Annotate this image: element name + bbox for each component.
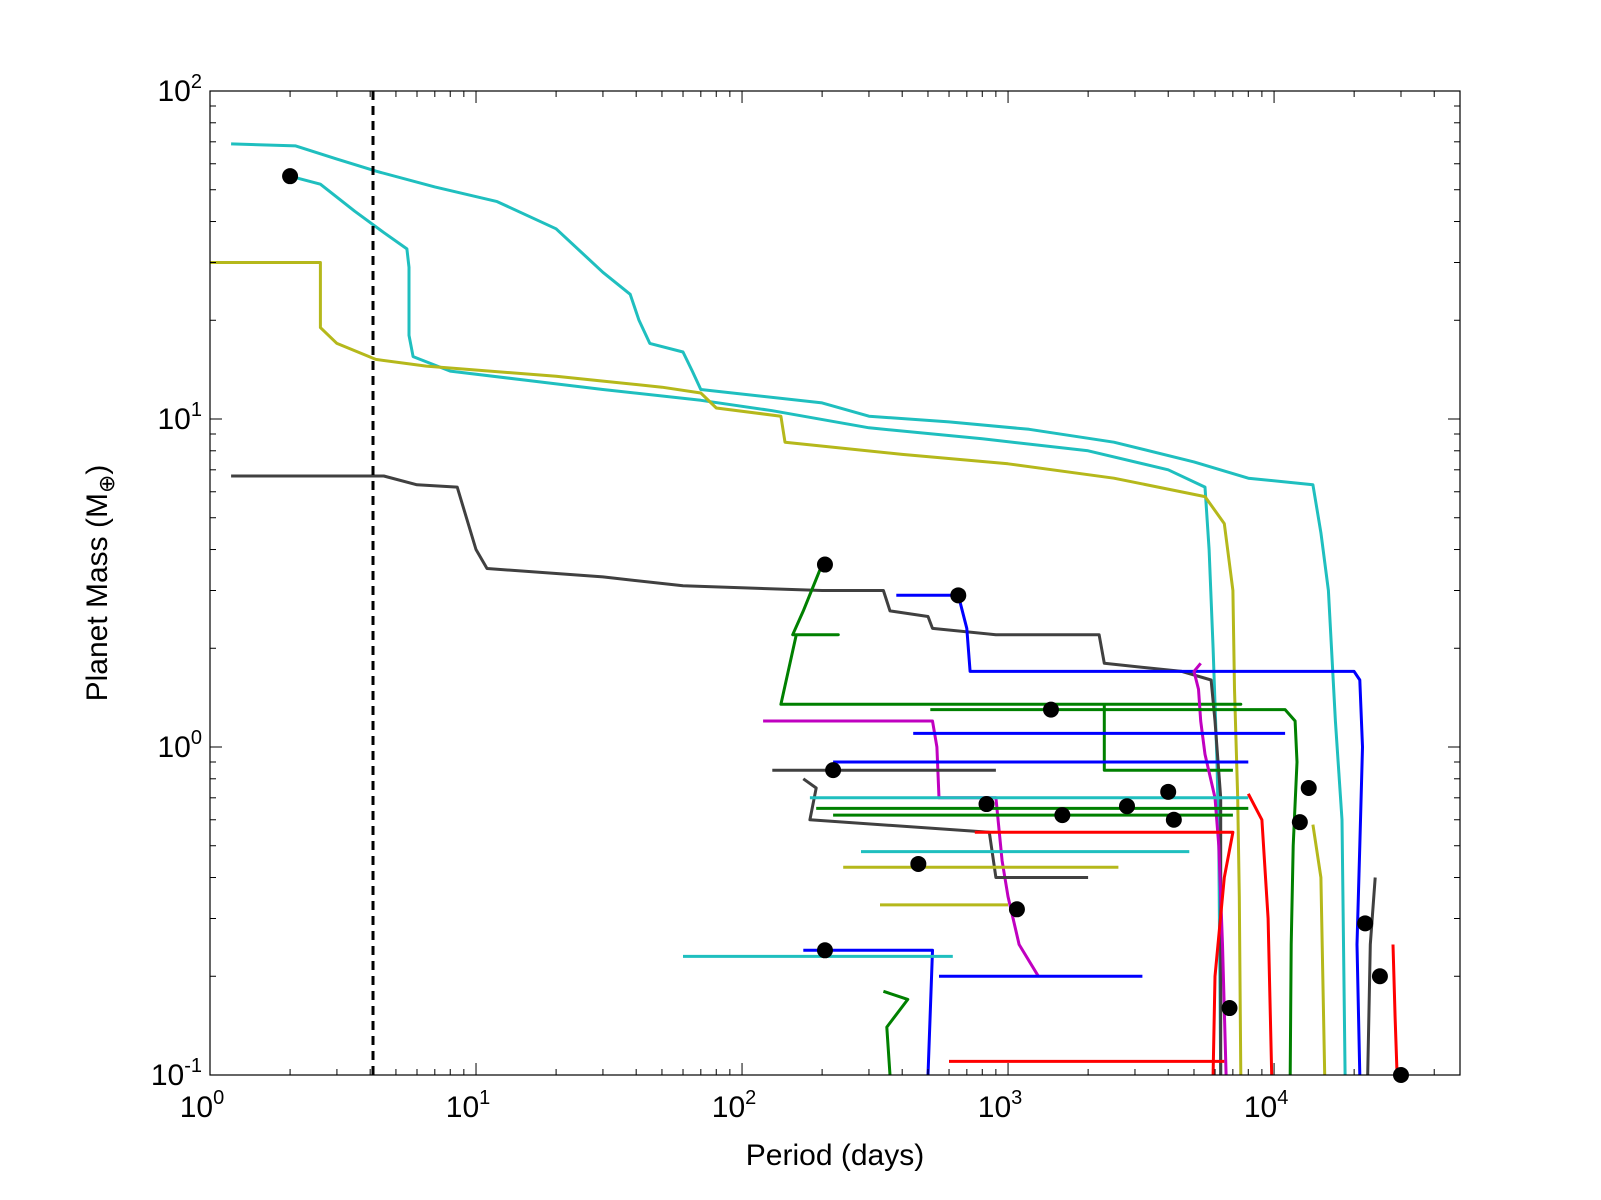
y-tick-label-base: 10 <box>158 731 191 764</box>
x-tick-label-3: 103 <box>978 1087 1023 1124</box>
x-tick-label-exp: 0 <box>213 1087 224 1109</box>
endpoint-marker-13 <box>1008 901 1025 918</box>
series-layer <box>210 142 1399 1075</box>
y-tick-label-exp: 2 <box>191 71 202 93</box>
series-line-16 <box>974 830 1235 1075</box>
endpoint-marker-8 <box>1160 783 1177 800</box>
endpoint-marker-14 <box>816 942 833 959</box>
endpoint-marker-12 <box>910 855 927 872</box>
y-axis-label-close: ) <box>81 465 114 475</box>
series-line-2 <box>210 261 1243 1075</box>
series-line-23 <box>882 989 910 1075</box>
x-tick-label-exp: 3 <box>1011 1087 1022 1109</box>
y-tick-label-base: 10 <box>158 75 191 108</box>
y-tick-label-0: 10-1 <box>151 1055 202 1092</box>
series-line-28 <box>1391 944 1399 1075</box>
x-axis-label: Period (days) <box>746 1139 924 1172</box>
x-tick-label-base: 10 <box>446 1091 479 1124</box>
y-tick-label-exp: -1 <box>184 1055 202 1077</box>
endpoint-marker-17 <box>1371 968 1388 985</box>
series-line-20 <box>803 948 934 1075</box>
x-tick-label-4: 104 <box>1244 1087 1289 1124</box>
endpoint-marker-11 <box>1300 779 1317 796</box>
series-line-1 <box>289 174 1223 1075</box>
endpoint-marker-2 <box>950 587 967 604</box>
endpoint-marker-16 <box>1357 915 1374 932</box>
endpoint-marker-9 <box>1165 811 1182 828</box>
series-line-0 <box>231 142 1347 1075</box>
marker-layer <box>282 168 1409 1083</box>
endpoint-marker-10 <box>1291 814 1308 831</box>
series-line-4 <box>896 593 1364 1075</box>
endpoint-marker-7 <box>1118 798 1135 815</box>
x-tick-label-base: 10 <box>712 1091 745 1124</box>
series-line-12 <box>802 777 1089 879</box>
series-line-26 <box>1311 824 1327 1075</box>
y-tick-label-1: 100 <box>158 727 203 764</box>
y-tick-label-base: 10 <box>151 1059 184 1092</box>
endpoint-marker-5 <box>978 796 995 813</box>
endpoint-marker-15 <box>1221 1000 1238 1017</box>
plot-frame <box>209 90 1461 1076</box>
x-tick-label-exp: 1 <box>479 1087 490 1109</box>
endpoint-marker-6 <box>1054 807 1071 824</box>
x-tick-label-2: 102 <box>712 1087 757 1124</box>
y-tick-label-3: 102 <box>158 71 203 108</box>
x-tick-label-base: 10 <box>180 1091 213 1124</box>
y-axis-label-main: Planet Mass (M <box>81 493 114 701</box>
series-line-27 <box>1366 877 1377 1075</box>
endpoint-marker-4 <box>825 762 842 779</box>
endpoint-marker-0 <box>282 168 299 185</box>
endpoint-marker-3 <box>1042 701 1059 718</box>
y-tick-label-exp: 1 <box>191 399 202 421</box>
series-line-7 <box>930 708 1299 1075</box>
x-tick-label-0: 100 <box>180 1087 225 1124</box>
series-line-5 <box>779 563 1243 772</box>
y-axis-label: Planet Mass (M⊕) <box>81 465 119 702</box>
x-tick-label-base: 10 <box>978 1091 1011 1124</box>
x-tick-label-1: 101 <box>446 1087 491 1124</box>
y-tick-label-base: 10 <box>158 403 191 436</box>
series-line-25 <box>1246 793 1274 1075</box>
x-tick-label-exp: 2 <box>745 1087 756 1109</box>
endpoint-marker-1 <box>816 556 833 573</box>
y-tick-label-2: 101 <box>158 399 203 436</box>
y-tick-label-exp: 0 <box>191 727 202 749</box>
y-axis-label-sub: ⊕ <box>94 475 119 493</box>
x-tick-label-exp: 4 <box>1277 1087 1288 1109</box>
x-tick-label-base: 10 <box>1244 1091 1277 1124</box>
